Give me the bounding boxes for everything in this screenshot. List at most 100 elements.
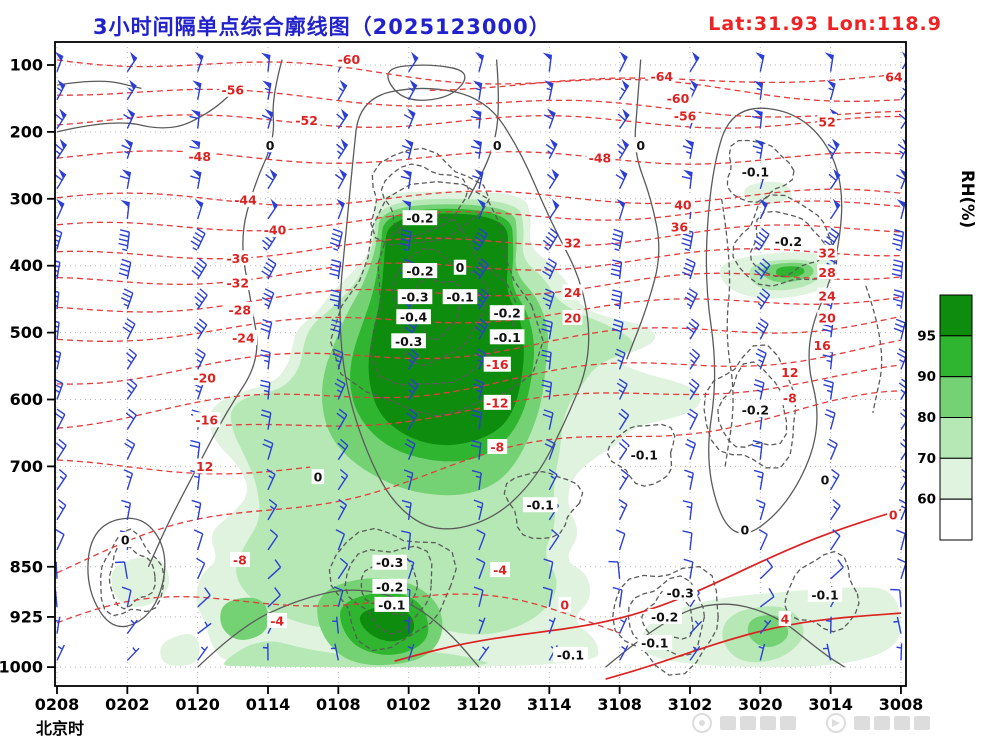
- colorbar-tick-label: 60: [917, 492, 936, 508]
- x-axis-tick-label: 0108: [316, 695, 361, 714]
- x-axis-tick-label: 0114: [246, 695, 291, 714]
- svg-text:-20: -20: [193, 371, 216, 386]
- svg-text:0: 0: [266, 138, 275, 153]
- colorbar-tick-label: 95: [917, 328, 936, 344]
- svg-text:-0.1: -0.1: [526, 498, 553, 513]
- y-axis-tick-label: 600: [10, 390, 43, 409]
- rh-axis-label: RH(%): [958, 170, 977, 228]
- x-axis-tick-label: 3020: [738, 695, 783, 714]
- svg-text:-48: -48: [589, 150, 612, 165]
- svg-text:0: 0: [493, 138, 502, 153]
- svg-text:-0.1: -0.1: [631, 448, 658, 463]
- x-axis-tick-label: 3008: [879, 695, 924, 714]
- svg-text:20: 20: [564, 310, 582, 325]
- y-axis-tick-label: 1000: [0, 658, 43, 677]
- y-axis-tick-label: 850: [10, 557, 43, 576]
- svg-text:0: 0: [889, 508, 898, 523]
- svg-text:-0.3: -0.3: [666, 585, 693, 600]
- svg-text:0: 0: [636, 138, 645, 153]
- svg-text:-0.1: -0.1: [493, 330, 520, 345]
- svg-text:-0.3: -0.3: [376, 555, 403, 570]
- location-label: Lat:31.93 Lon:118.9: [708, 13, 942, 35]
- svg-text:-0.3: -0.3: [395, 334, 422, 349]
- y-axis-tick-label: 700: [10, 457, 43, 476]
- colorbar-tick-label: 70: [917, 451, 936, 467]
- y-axis-tick-label: 925: [10, 607, 43, 626]
- svg-text:-60: -60: [338, 52, 361, 67]
- svg-text:-48: -48: [188, 149, 211, 164]
- svg-text:-4: -4: [493, 563, 507, 578]
- x-axis-tick-label: 3108: [597, 695, 642, 714]
- x-axis-tick-label: 0120: [175, 695, 220, 714]
- svg-text:52: 52: [818, 114, 835, 129]
- svg-text:16: 16: [813, 338, 831, 353]
- svg-text:-40: -40: [264, 223, 287, 238]
- svg-text:-0.1: -0.1: [811, 587, 838, 602]
- watermark-badge-icon: [826, 713, 846, 733]
- svg-text:40: 40: [674, 197, 692, 212]
- chart-title: 3小时间隔单点综合廓线图（2025123000）: [93, 15, 551, 39]
- svg-text:-16: -16: [486, 357, 509, 372]
- watermark-badge-icon: [692, 713, 712, 733]
- colorbar-tick-label: 80: [917, 410, 936, 426]
- time-axis-note: 北京时: [36, 719, 85, 738]
- svg-text:-0.2: -0.2: [406, 264, 433, 279]
- svg-text:-36: -36: [226, 251, 249, 266]
- svg-text:-12: -12: [486, 395, 509, 410]
- svg-text:24: 24: [564, 285, 582, 300]
- svg-text:-8: -8: [233, 553, 247, 568]
- svg-text:-0.1: -0.1: [742, 165, 769, 180]
- svg-text:0: 0: [121, 532, 130, 547]
- svg-text:32: 32: [818, 245, 835, 260]
- svg-text:-0.1: -0.1: [378, 597, 405, 612]
- svg-text:-16: -16: [196, 413, 219, 428]
- svg-text:-0.2: -0.2: [742, 403, 769, 418]
- svg-text:12: 12: [196, 459, 213, 474]
- svg-text:-32: -32: [226, 276, 249, 291]
- x-axis-tick-label: 0102: [386, 695, 431, 714]
- colorbar-tick-label: 90: [917, 369, 936, 385]
- svg-text:12: 12: [781, 365, 798, 380]
- x-axis-tick-label: 3120: [457, 695, 502, 714]
- svg-text:64: 64: [885, 70, 903, 85]
- svg-text:-64: -64: [651, 69, 674, 84]
- svg-text:-0.2: -0.2: [651, 609, 678, 624]
- svg-text:-60: -60: [667, 91, 690, 106]
- contour-labels: -60-60-64 64-56-56-52 52-48 -48-44-4040-363…: [119, 51, 904, 663]
- svg-text:-0.1: -0.1: [557, 648, 584, 663]
- y-axis-tick-label: 100: [10, 56, 43, 75]
- svg-text:24: 24: [818, 288, 836, 303]
- svg-text:-28: -28: [229, 302, 252, 317]
- colorbar: 95 90 80 70 60 RH(%): [917, 170, 977, 541]
- y-axis-tick-label: 200: [10, 122, 43, 141]
- svg-text:32: 32: [564, 235, 581, 250]
- svg-text:-56: -56: [222, 82, 245, 97]
- x-axis-tick-label: 3014: [808, 695, 853, 714]
- svg-text:28: 28: [818, 265, 835, 280]
- svg-text:-0.2: -0.2: [493, 306, 520, 321]
- svg-text:0: 0: [740, 522, 749, 537]
- svg-text:-0.2: -0.2: [775, 234, 802, 249]
- svg-text:-44: -44: [234, 193, 257, 208]
- y-axis-tick-label: 500: [10, 323, 43, 342]
- svg-text:-0.2: -0.2: [376, 579, 403, 594]
- svg-text:36: 36: [671, 219, 689, 234]
- svg-text:0: 0: [821, 472, 830, 487]
- x-axis-tick-label: 0208: [35, 695, 80, 714]
- x-axis-tick-label: 3102: [668, 695, 713, 714]
- x-axis-tick-label: 0202: [105, 695, 150, 714]
- svg-text:-52: -52: [295, 113, 318, 128]
- svg-text:-24: -24: [232, 330, 255, 345]
- y-axis-tick-label: 300: [10, 189, 43, 208]
- svg-text:-56: -56: [674, 108, 697, 123]
- svg-text:20: 20: [818, 310, 836, 325]
- title-bar: 3小时间隔单点综合廓线图（2025123000） Lat:31.93 Lon:1…: [0, 6, 1000, 39]
- svg-text:-0.1: -0.1: [641, 636, 668, 651]
- x-axis-tick-label: 3114: [527, 695, 572, 714]
- svg-text:-4: -4: [270, 613, 284, 628]
- svg-text:0: 0: [314, 470, 323, 485]
- svg-text:0: 0: [456, 260, 465, 275]
- svg-text:4: 4: [781, 611, 790, 626]
